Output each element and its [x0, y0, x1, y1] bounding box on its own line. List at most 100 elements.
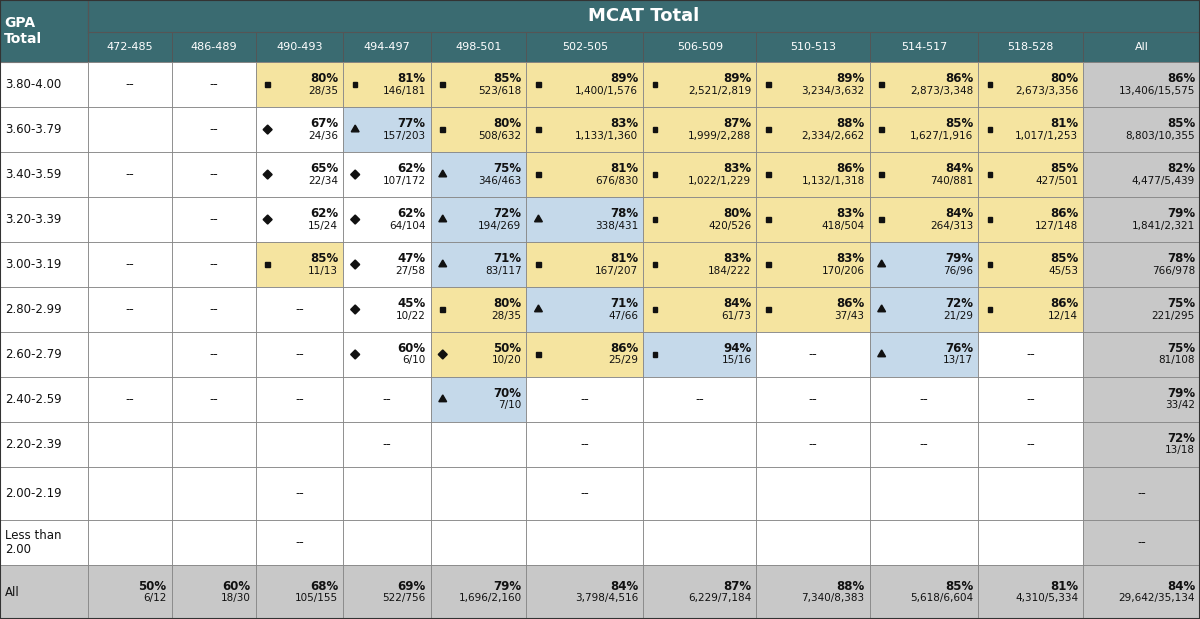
Text: 81%: 81%	[1050, 580, 1079, 593]
Bar	[536, 262, 541, 267]
Text: 1,017/1,253: 1,017/1,253	[1015, 131, 1079, 141]
Bar	[870, 565, 978, 619]
Text: 522/756: 522/756	[383, 593, 426, 604]
Text: 85%: 85%	[1050, 162, 1079, 175]
Text: --: --	[125, 303, 134, 316]
Text: 170/206: 170/206	[822, 266, 865, 275]
Text: 87%: 87%	[724, 580, 751, 593]
Text: 47/66: 47/66	[608, 311, 638, 321]
Text: 62%: 62%	[397, 162, 426, 175]
Text: --: --	[125, 168, 134, 181]
Polygon shape	[263, 170, 272, 179]
Text: 12/14: 12/14	[1049, 311, 1079, 321]
Bar	[172, 32, 256, 62]
Polygon shape	[877, 350, 886, 357]
Bar	[988, 172, 992, 177]
Polygon shape	[439, 260, 446, 267]
Bar	[88, 152, 172, 197]
Bar	[653, 128, 658, 132]
Text: --: --	[383, 438, 391, 451]
Text: --: --	[295, 348, 304, 361]
Text: 157/203: 157/203	[383, 131, 426, 141]
Text: 83%: 83%	[724, 252, 751, 265]
Bar	[978, 152, 1084, 197]
Bar	[536, 352, 541, 357]
Bar	[643, 521, 756, 565]
Text: 1,022/1,229: 1,022/1,229	[689, 176, 751, 186]
Text: 64/104: 64/104	[389, 220, 426, 230]
Text: 89%: 89%	[836, 72, 865, 85]
Bar	[0, 287, 88, 332]
Text: 3.20-3.39: 3.20-3.39	[5, 213, 61, 226]
Bar	[88, 287, 172, 332]
Text: 80%: 80%	[493, 117, 522, 130]
Bar	[431, 565, 527, 619]
Text: 72%: 72%	[1166, 432, 1195, 445]
Bar	[256, 467, 343, 521]
Bar	[431, 377, 527, 422]
Text: 1,696/2,160: 1,696/2,160	[458, 593, 522, 604]
Text: 427/501: 427/501	[1036, 176, 1079, 186]
Text: 107/172: 107/172	[383, 176, 426, 186]
Bar	[343, 422, 431, 467]
Bar	[756, 152, 870, 197]
Bar	[256, 422, 343, 467]
Bar	[766, 172, 770, 177]
Bar	[978, 377, 1084, 422]
Bar	[978, 107, 1084, 152]
Text: 15/16: 15/16	[721, 355, 751, 365]
Text: 6,229/7,184: 6,229/7,184	[688, 593, 751, 604]
Bar	[880, 82, 884, 87]
Bar	[870, 152, 978, 197]
Bar	[343, 287, 431, 332]
Text: 8,803/10,355: 8,803/10,355	[1126, 131, 1195, 141]
Bar	[870, 197, 978, 242]
Text: 85%: 85%	[944, 580, 973, 593]
Text: 86%: 86%	[944, 72, 973, 85]
Text: --: --	[295, 303, 304, 316]
Text: --: --	[581, 487, 589, 500]
Bar	[172, 152, 256, 197]
Text: 77%: 77%	[397, 117, 426, 130]
Bar	[756, 467, 870, 521]
Text: 486-489: 486-489	[191, 42, 236, 52]
Bar	[1084, 467, 1200, 521]
Text: 67%: 67%	[310, 117, 338, 130]
Bar	[256, 32, 343, 62]
Text: 494-497: 494-497	[364, 42, 410, 52]
Text: 85%: 85%	[1050, 252, 1079, 265]
Text: 24/36: 24/36	[308, 131, 338, 141]
Bar	[265, 262, 270, 267]
Text: --: --	[295, 537, 304, 550]
Polygon shape	[877, 260, 886, 267]
Text: 2.00-2.19: 2.00-2.19	[5, 487, 61, 500]
Polygon shape	[439, 170, 446, 177]
Text: 3.80-4.00: 3.80-4.00	[5, 78, 61, 91]
Text: 2.80-2.99: 2.80-2.99	[5, 303, 61, 316]
Text: 83%: 83%	[610, 117, 638, 130]
Text: 498-501: 498-501	[456, 42, 502, 52]
Text: 72%: 72%	[946, 297, 973, 310]
Bar	[643, 32, 756, 62]
Bar	[0, 377, 88, 422]
Text: 86%: 86%	[1166, 72, 1195, 85]
Text: 65%: 65%	[310, 162, 338, 175]
Text: 89%: 89%	[610, 72, 638, 85]
Polygon shape	[352, 125, 359, 132]
Text: --: --	[209, 348, 218, 361]
Bar	[440, 82, 445, 87]
Text: 490-493: 490-493	[276, 42, 323, 52]
Text: 15/24: 15/24	[308, 220, 338, 230]
Text: --: --	[1138, 537, 1146, 550]
Text: 338/431: 338/431	[595, 220, 638, 230]
Text: 420/526: 420/526	[708, 220, 751, 230]
Text: 146/181: 146/181	[383, 85, 426, 95]
Text: 80%: 80%	[310, 72, 338, 85]
Bar	[0, 565, 88, 619]
Text: 523/618: 523/618	[479, 85, 522, 95]
Polygon shape	[438, 350, 448, 359]
Bar	[756, 242, 870, 287]
Bar	[978, 32, 1084, 62]
Text: 25/29: 25/29	[608, 355, 638, 365]
Text: 22/34: 22/34	[308, 176, 338, 186]
